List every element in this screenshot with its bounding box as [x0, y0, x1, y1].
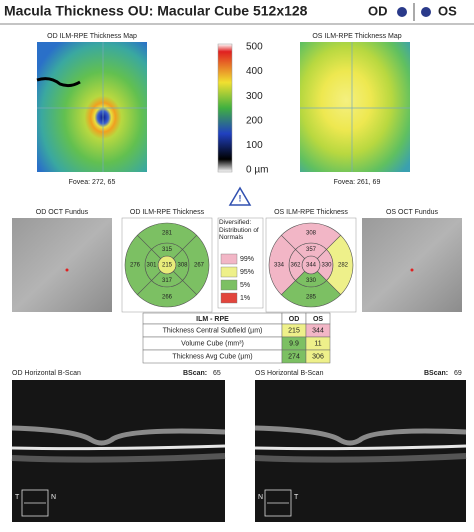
legend-label: 1%	[240, 295, 250, 302]
scale-label: 500	[246, 42, 263, 53]
bscan-title: OS Horizontal B-Scan	[255, 370, 324, 377]
od-map	[37, 42, 147, 172]
choroid	[11, 453, 226, 463]
bscans: OD Horizontal B-Scan BScan: 65 T N OS Horizon…	[11, 370, 467, 522]
rpe-layer	[11, 444, 226, 451]
os-fundus-title: OS OCT Fundus	[386, 209, 439, 216]
os-fovea: Fovea: 261, 69	[334, 179, 381, 186]
table: ILM - RPE OD OS Thickness Central Subfield …	[142, 312, 331, 364]
bscan-number: 69	[454, 370, 462, 377]
os-etdrs: 344 357 330 330 362 308 282 285 334	[268, 222, 354, 308]
bscan-title: OD Horizontal B-Scan	[12, 370, 81, 377]
cell-text: 344	[312, 327, 324, 334]
scale-label: 100	[246, 140, 263, 151]
rpe-layer	[254, 444, 467, 451]
fovea-marker	[410, 268, 414, 272]
choroid	[254, 453, 467, 463]
cell-text: 9.9	[289, 340, 299, 347]
sector-value: 281	[162, 231, 173, 237]
legend-label: 99%	[240, 256, 254, 263]
bscan-label: BScan:	[424, 370, 448, 377]
bscan-image	[255, 380, 466, 522]
scale-label: 400	[246, 66, 263, 77]
cell	[305, 349, 331, 364]
sector-value: 285	[306, 295, 317, 301]
header-text: OS	[313, 316, 323, 323]
os-etdrs-title: OS ILM-RPE Thickness	[274, 209, 348, 216]
orientation-box	[21, 489, 49, 517]
bscan-number: 65	[213, 370, 221, 377]
sector	[268, 234, 296, 296]
retina-layer	[254, 425, 467, 446]
legend-swatch	[220, 292, 238, 304]
legend-label: 95%	[240, 269, 254, 276]
fovea-marker	[65, 268, 69, 272]
od-map-title: OD ILM-RPE Thickness Map	[47, 33, 137, 40]
header-text: ILM - RPE	[196, 316, 229, 323]
cell-text: Volume Cube (mm³)	[181, 340, 244, 347]
scale-label: 0 µm	[246, 165, 268, 176]
od-fovea: Fovea: 272, 65	[69, 179, 116, 186]
color-scale	[217, 43, 233, 173]
legend-title: Diversified: Distribution of Normals	[219, 219, 259, 241]
sector-value: 315	[162, 247, 173, 253]
od-fundus-title: OD OCT Fundus	[36, 209, 89, 216]
legend: Diversified: Distribution of Normals 99% 9…	[219, 219, 259, 304]
orientation-left: T	[15, 494, 20, 501]
sector-value: 317	[162, 278, 173, 284]
orientation-box	[264, 489, 292, 517]
legend-swatch	[220, 279, 238, 291]
os-map	[300, 42, 410, 172]
sector-value: 215	[162, 263, 173, 269]
cell-text: 11	[314, 340, 321, 347]
od-label: OD	[368, 3, 388, 18]
cell-text: Thickness Avg Cube (µm)	[172, 353, 252, 360]
bscan-label: BScan:	[183, 370, 207, 377]
scale-label: 200	[246, 115, 263, 126]
orientation-right: T	[294, 494, 299, 501]
orientation-right: N	[51, 494, 56, 501]
sector-value: 266	[162, 295, 173, 301]
sector-value: 308	[177, 263, 188, 269]
sector-value: 276	[130, 263, 141, 269]
od-fundus	[12, 218, 112, 312]
cell-text: 306	[312, 353, 324, 360]
warning-mark: !	[239, 193, 242, 203]
sector-value: 330	[321, 263, 332, 269]
legend-swatch	[220, 253, 238, 265]
sector-value: 362	[290, 263, 301, 269]
orientation-left: N	[258, 494, 263, 501]
sector-value: 344	[306, 263, 317, 269]
cell-text: Thickness Central Subfield (µm)	[163, 327, 263, 334]
legend-swatch	[220, 266, 238, 278]
sector-value: 334	[274, 263, 285, 269]
legend-label: 5%	[240, 282, 250, 289]
title: Macula Thickness OU: Macular Cube 512x12…	[4, 3, 308, 19]
scale-label: 300	[246, 91, 263, 102]
os-fundus	[362, 218, 462, 312]
os-label: OS	[438, 3, 457, 18]
vessel	[36, 77, 81, 88]
warning-icon	[228, 186, 252, 206]
bscan-image	[12, 380, 225, 522]
os-dot	[421, 7, 431, 17]
sector-value: 308	[306, 231, 317, 237]
od-dot	[397, 7, 407, 17]
header-text: OD	[289, 316, 300, 323]
sector	[124, 234, 152, 296]
retina-layer	[11, 425, 226, 446]
sector-value: 330	[306, 278, 317, 284]
os-map-title: OS ILM-RPE Thickness Map	[312, 33, 401, 40]
sector-value: 267	[194, 263, 205, 269]
od-etdrs: 215 315 308 317 301 281 267 266 276	[124, 222, 210, 308]
sector-value: 301	[146, 263, 157, 269]
cell-text: 215	[288, 327, 300, 334]
sector-value: 282	[338, 263, 349, 269]
legend-title-box: Diversified: Distribution of Normals	[219, 219, 259, 241]
scale-labels: 500 400 300 200 100 0 µm	[246, 42, 268, 176]
od-etdrs-title: OD ILM-RPE Thickness	[130, 209, 205, 216]
cell-text: 274	[288, 353, 300, 360]
sector-value: 357	[306, 247, 317, 253]
